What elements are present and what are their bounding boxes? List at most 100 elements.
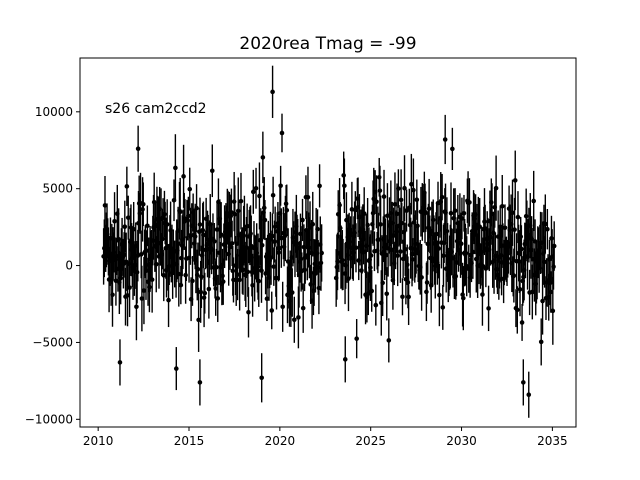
data-point bbox=[436, 246, 441, 251]
data-point bbox=[353, 245, 359, 251]
data-point bbox=[117, 360, 123, 365]
plot-frame bbox=[79, 57, 577, 428]
data-point bbox=[521, 380, 526, 385]
data-point bbox=[292, 317, 297, 323]
data-point bbox=[153, 261, 159, 267]
data-point bbox=[240, 267, 246, 273]
data-point bbox=[122, 224, 128, 229]
data-point bbox=[289, 290, 295, 295]
data-point bbox=[125, 215, 131, 220]
data-point bbox=[212, 239, 217, 244]
data-point bbox=[342, 357, 348, 362]
data-point bbox=[187, 186, 193, 192]
data-point bbox=[519, 246, 524, 252]
data-point bbox=[383, 252, 389, 258]
data-point bbox=[511, 273, 517, 278]
data-point bbox=[365, 222, 370, 228]
data-point bbox=[110, 292, 115, 298]
data-point bbox=[398, 197, 404, 203]
data-point bbox=[260, 155, 266, 160]
y-tick-label: −10000 bbox=[25, 412, 73, 426]
data-point bbox=[381, 194, 387, 199]
data-point bbox=[161, 273, 167, 278]
data-point bbox=[426, 206, 432, 211]
data-point bbox=[434, 231, 439, 237]
data-point bbox=[440, 305, 446, 310]
data-point bbox=[538, 339, 544, 345]
data-point bbox=[514, 307, 520, 313]
chart-title: 2020rea Tmag = -99 bbox=[239, 34, 416, 54]
data-point bbox=[276, 245, 282, 251]
data-point bbox=[102, 203, 108, 208]
data-point bbox=[441, 240, 447, 246]
data-point bbox=[512, 178, 518, 183]
data-point bbox=[374, 199, 379, 205]
data-point bbox=[285, 259, 291, 264]
data-point bbox=[229, 241, 235, 246]
data-point bbox=[250, 189, 256, 195]
data-point bbox=[232, 211, 238, 217]
data-point bbox=[512, 227, 517, 232]
chart-annotation: s26 cam2ccd2 bbox=[105, 101, 207, 117]
data-point bbox=[112, 218, 117, 224]
data-point bbox=[342, 183, 347, 189]
data-point bbox=[140, 201, 146, 207]
data-point bbox=[305, 194, 311, 200]
data-point bbox=[238, 198, 244, 204]
data-point bbox=[354, 336, 359, 341]
data-point bbox=[144, 248, 149, 253]
data-point bbox=[349, 207, 355, 212]
data-point bbox=[197, 380, 203, 385]
x-tick-label: 2025 bbox=[355, 434, 386, 448]
data-point bbox=[149, 277, 155, 282]
data-point bbox=[138, 252, 144, 257]
data-point bbox=[368, 253, 374, 258]
data-point bbox=[124, 184, 130, 189]
data-point bbox=[121, 252, 127, 258]
data-point bbox=[467, 200, 472, 205]
data-point bbox=[396, 186, 401, 191]
data-point bbox=[361, 211, 367, 216]
data-point bbox=[235, 272, 240, 277]
data-point bbox=[125, 293, 130, 298]
data-point bbox=[543, 221, 548, 227]
data-point bbox=[315, 226, 320, 232]
data-point bbox=[493, 185, 499, 191]
data-point bbox=[531, 198, 536, 204]
data-point bbox=[499, 203, 505, 209]
data-point bbox=[274, 275, 279, 281]
data-point bbox=[450, 146, 455, 152]
data-point bbox=[209, 168, 215, 174]
x-tick-label: 2010 bbox=[83, 434, 114, 448]
data-point bbox=[278, 183, 283, 189]
data-point bbox=[214, 264, 219, 270]
x-tick-label: 2020 bbox=[265, 434, 296, 448]
data-point bbox=[377, 188, 383, 193]
data-point bbox=[394, 211, 400, 217]
data-point bbox=[423, 210, 429, 215]
data-point bbox=[502, 225, 508, 231]
data-point bbox=[398, 249, 403, 254]
data-point bbox=[250, 282, 255, 288]
data-point bbox=[271, 264, 277, 269]
data-point bbox=[242, 227, 247, 232]
data-point bbox=[310, 221, 316, 227]
data-point bbox=[196, 317, 201, 323]
data-point bbox=[380, 280, 385, 286]
data-point bbox=[284, 207, 290, 213]
data-point bbox=[300, 217, 305, 223]
data-point bbox=[551, 243, 557, 249]
data-point bbox=[141, 288, 147, 293]
data-point bbox=[177, 209, 183, 215]
data-point bbox=[300, 305, 306, 311]
data-point bbox=[402, 185, 407, 191]
data-point bbox=[264, 296, 270, 302]
data-point bbox=[346, 276, 351, 281]
data-point bbox=[486, 306, 491, 311]
data-point bbox=[259, 375, 264, 381]
data-point bbox=[127, 285, 132, 290]
data-point bbox=[113, 278, 119, 284]
data-point bbox=[197, 222, 203, 227]
x-tick-label: 2030 bbox=[446, 434, 477, 448]
data-point bbox=[259, 242, 265, 248]
